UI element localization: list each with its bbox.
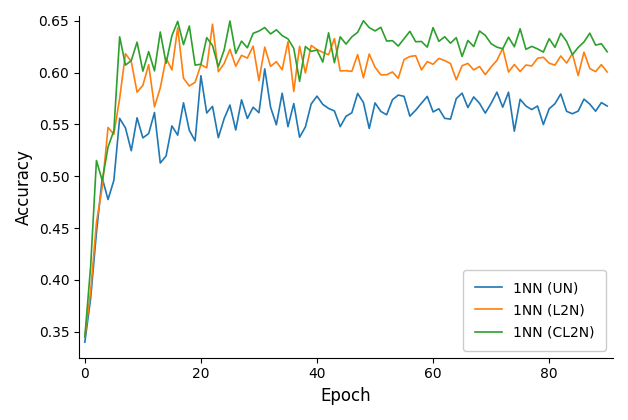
Y-axis label: Accuracy: Accuracy (15, 149, 33, 225)
1NN (L2N) (81, 334, 89, 339)
X-axis label: Epoch: Epoch (321, 387, 371, 405)
1NN (UN) (598, 100, 605, 105)
1NN (L2N) (208, 22, 216, 27)
1NN (CL2N) (203, 35, 210, 40)
Legend: 1NN (UN), 1NN (L2N), 1NN (CL2N): 1NN (UN), 1NN (L2N), 1NN (CL2N) (463, 270, 606, 351)
1NN (CL2N) (81, 334, 89, 339)
1NN (L2N) (145, 62, 153, 67)
1NN (L2N) (598, 62, 605, 67)
1NN (CL2N) (598, 41, 605, 46)
Line: 1NN (UN): 1NN (UN) (85, 69, 607, 342)
1NN (UN) (604, 103, 611, 108)
Line: 1NN (L2N): 1NN (L2N) (85, 24, 607, 337)
1NN (CL2N) (592, 42, 599, 47)
1NN (CL2N) (528, 44, 536, 49)
1NN (L2N) (203, 65, 210, 70)
1NN (UN) (592, 109, 599, 114)
1NN (UN) (528, 107, 536, 112)
Line: 1NN (CL2N): 1NN (CL2N) (85, 21, 607, 337)
1NN (L2N) (604, 69, 611, 74)
1NN (CL2N) (215, 64, 222, 69)
1NN (CL2N) (360, 18, 367, 23)
1NN (CL2N) (145, 49, 153, 54)
1NN (CL2N) (604, 49, 611, 54)
1NN (L2N) (220, 61, 228, 66)
1NN (UN) (215, 135, 222, 140)
1NN (UN) (81, 340, 89, 345)
1NN (L2N) (592, 69, 599, 74)
1NN (UN) (261, 66, 269, 71)
1NN (L2N) (528, 63, 536, 68)
1NN (UN) (145, 131, 153, 136)
1NN (UN) (203, 110, 210, 116)
